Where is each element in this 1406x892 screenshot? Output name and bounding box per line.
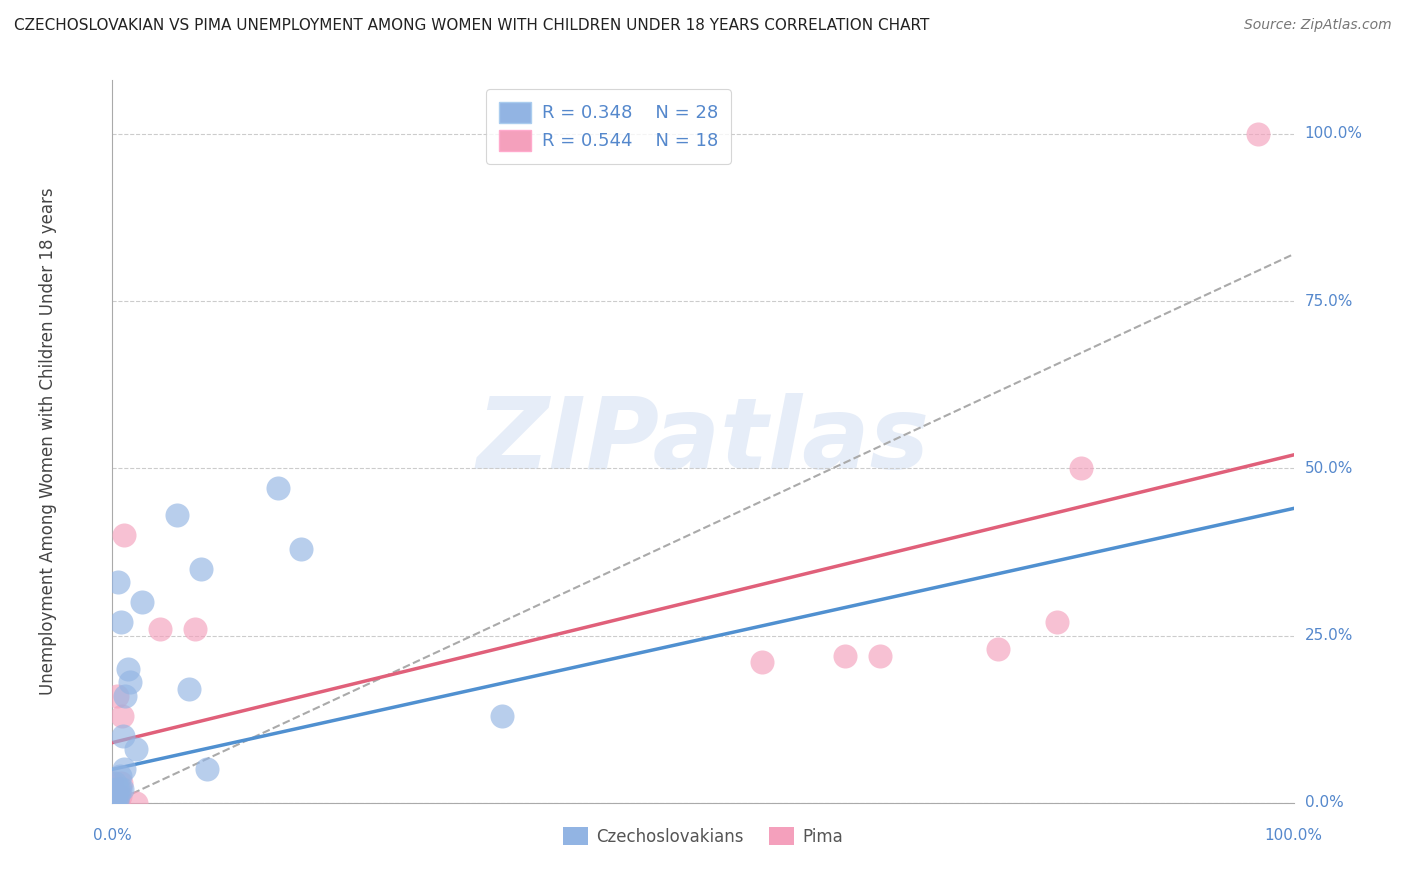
Point (105, 782, 128, 797)
Point (104, 789, 127, 804)
Point (195, 762, 218, 776)
Point (110, 776, 132, 790)
Text: ZIPatlas: ZIPatlas (477, 393, 929, 490)
Point (1046, 615, 1069, 630)
Point (107, 575, 129, 590)
Point (131, 595, 153, 609)
Point (105, 796, 128, 810)
Text: Source: ZipAtlas.com: Source: ZipAtlas.com (1244, 18, 1392, 32)
Point (1247, 127, 1270, 141)
Point (104, 776, 127, 790)
Legend: Czechoslovakians, Pima: Czechoslovakians, Pima (557, 821, 849, 852)
Point (112, 528, 135, 542)
Point (987, 642, 1010, 657)
Point (149, 622, 172, 636)
Point (120, 675, 142, 690)
Point (179, 681, 201, 696)
Text: 0.0%: 0.0% (93, 828, 132, 843)
Point (184, 622, 207, 636)
Point (105, 789, 128, 804)
Point (125, 796, 148, 810)
Text: 25.0%: 25.0% (1305, 628, 1353, 643)
Point (290, 541, 312, 556)
Text: Unemployment Among Women with Children Under 18 years: Unemployment Among Women with Children U… (38, 187, 56, 696)
Point (117, 662, 139, 676)
Point (1070, 461, 1092, 475)
Point (111, 782, 134, 797)
Text: 100.0%: 100.0% (1264, 828, 1323, 843)
Point (190, 562, 212, 576)
Point (834, 648, 856, 663)
Point (104, 796, 127, 810)
Point (103, 789, 125, 804)
Point (166, 508, 188, 523)
Point (267, 482, 290, 496)
Text: 50.0%: 50.0% (1305, 461, 1353, 475)
Point (107, 796, 129, 810)
Point (112, 762, 135, 776)
Point (108, 769, 131, 783)
Point (869, 648, 891, 663)
Text: 0.0%: 0.0% (1305, 796, 1343, 810)
Point (101, 782, 124, 797)
Text: CZECHOSLOVAKIAN VS PIMA UNEMPLOYMENT AMONG WOMEN WITH CHILDREN UNDER 18 YEARS CO: CZECHOSLOVAKIAN VS PIMA UNEMPLOYMENT AMO… (14, 18, 929, 33)
Point (108, 782, 131, 797)
Point (751, 655, 773, 669)
Point (108, 789, 131, 804)
Text: 75.0%: 75.0% (1305, 293, 1353, 309)
Point (114, 689, 136, 703)
Point (491, 708, 513, 723)
Text: 100.0%: 100.0% (1305, 127, 1362, 141)
Point (110, 615, 132, 630)
Point (107, 789, 129, 804)
Point (105, 689, 128, 703)
Point (101, 776, 124, 790)
Point (107, 782, 129, 797)
Point (111, 708, 134, 723)
Point (125, 742, 148, 756)
Point (112, 729, 135, 743)
